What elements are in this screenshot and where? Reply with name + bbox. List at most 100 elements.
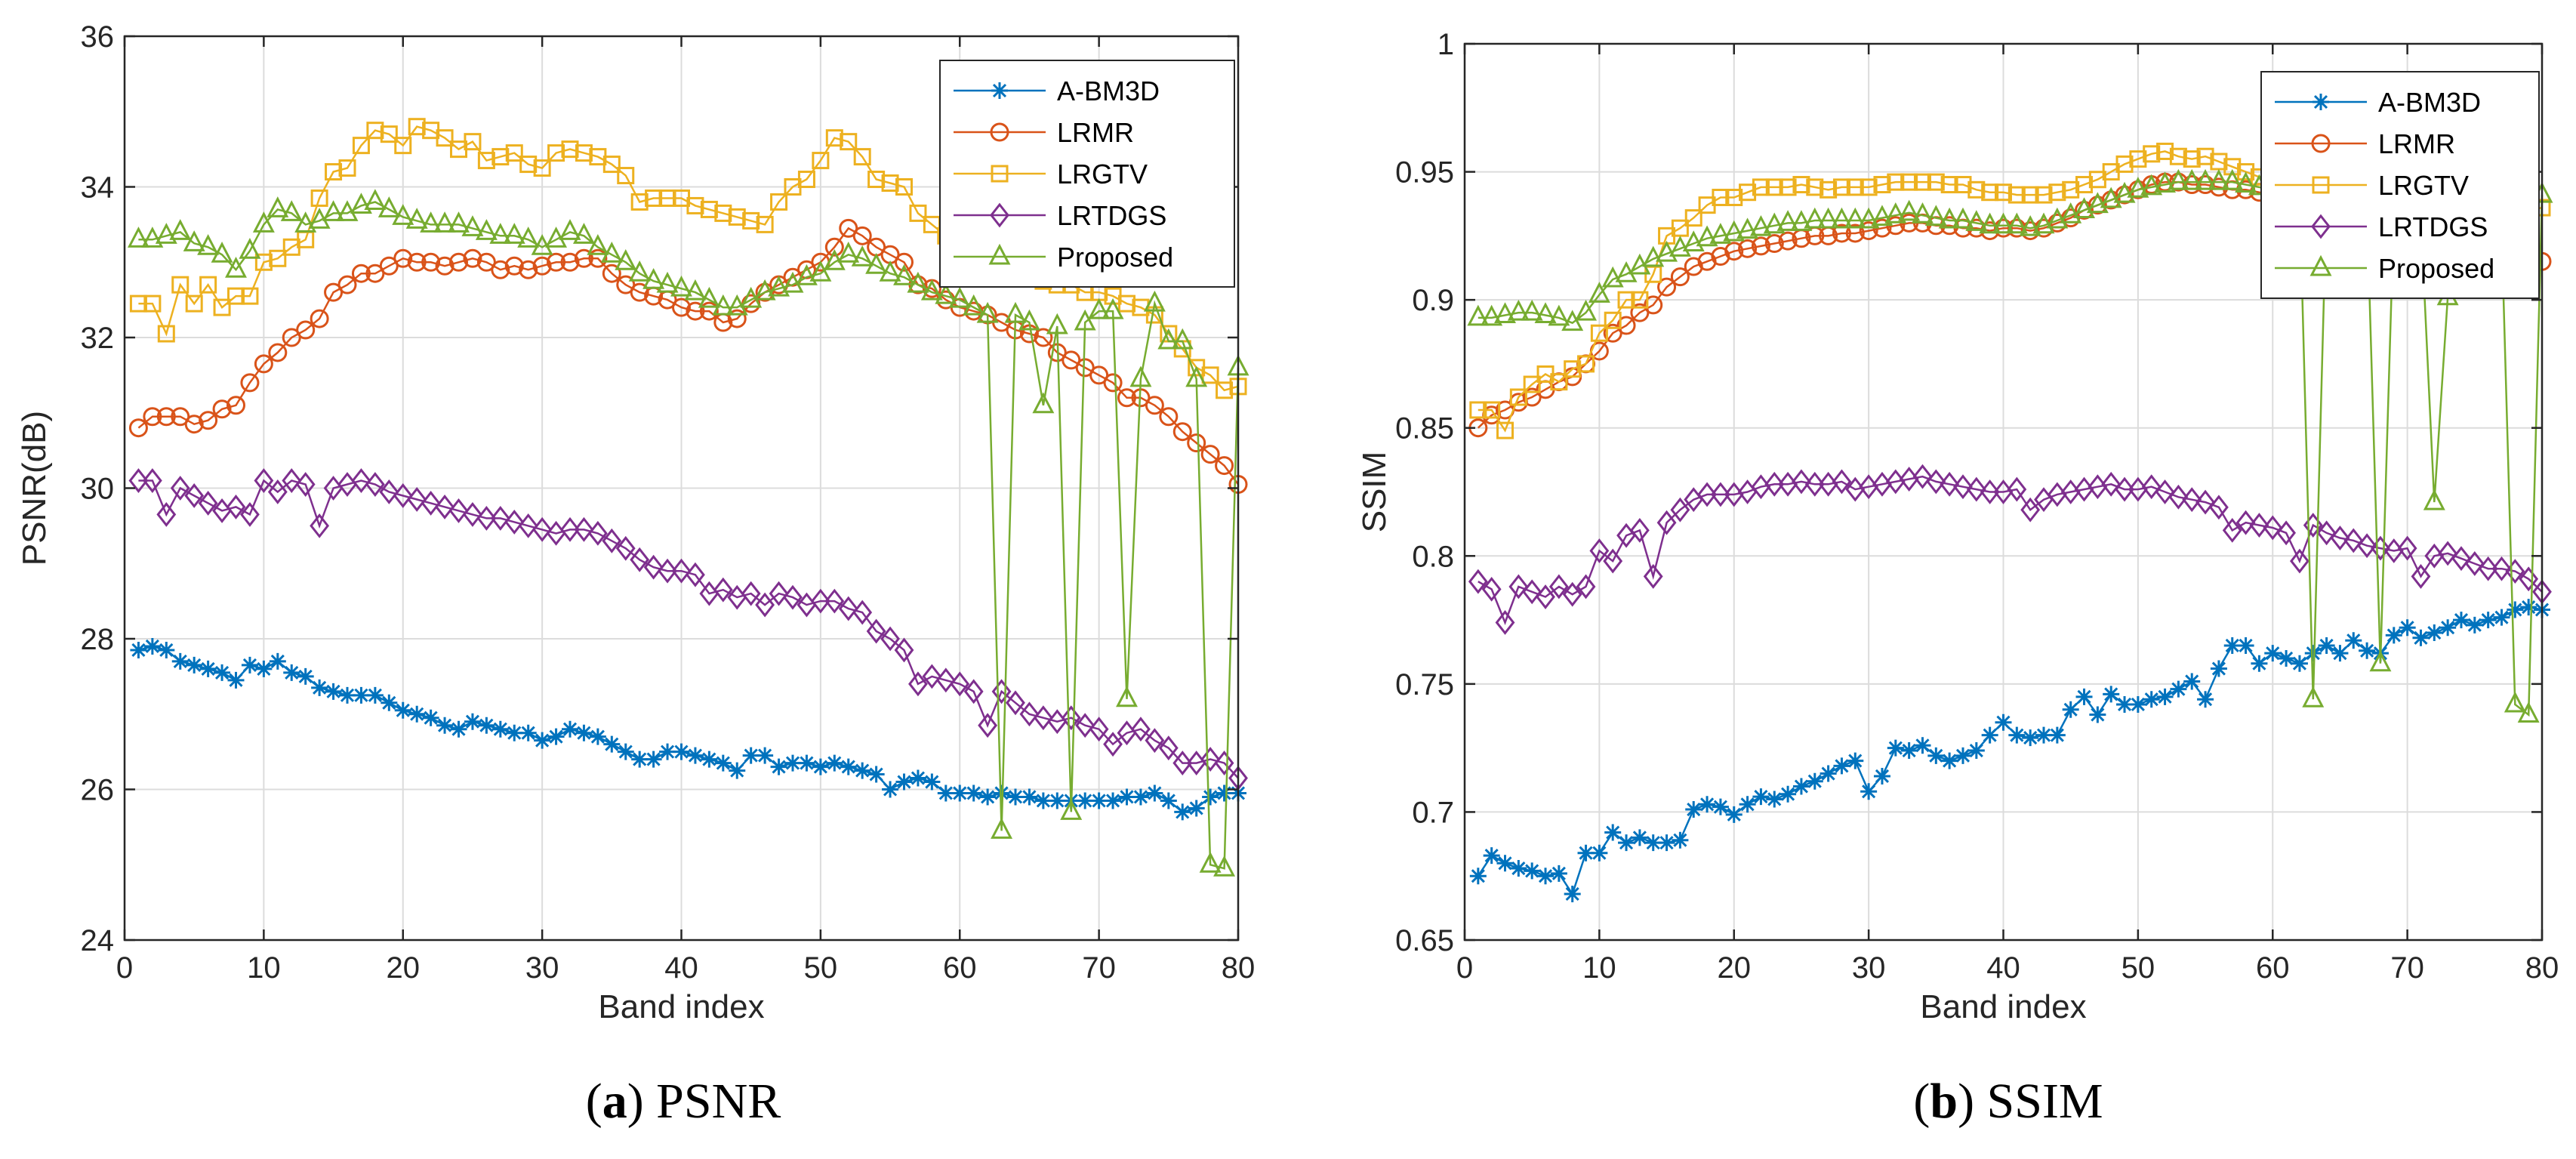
chart1-point-lrmr (199, 411, 218, 430)
chart2-point-proposed (1696, 225, 1718, 247)
chart2-point-lrtdgs (2208, 495, 2229, 520)
chart2-point-lrmr (1994, 218, 2013, 238)
chart2-point-lrmr (1657, 277, 1677, 297)
chart2-point-lrgtv (2129, 150, 2147, 168)
chart2-point-a-bm3d (1631, 829, 1648, 846)
chart1-point-lrmr (1034, 328, 1053, 347)
chart2-point-a-bm3d (2345, 632, 2362, 649)
chart1-y-tick-label: 36 (81, 20, 115, 54)
chart1-point-proposed (768, 275, 790, 297)
chart1-point-a-bm3d (1202, 788, 1219, 806)
chart2-point-proposed (1912, 202, 1934, 223)
chart1-point-a-bm3d (1077, 792, 1094, 809)
chart2-point-lrmr (1764, 234, 1784, 254)
chart2-point-lrgtv (1590, 324, 1608, 342)
chart1-point-lrtdgs (783, 584, 803, 610)
chart2-y-tick-label: 0.65 (1395, 924, 1454, 957)
chart1-point-a-bm3d (241, 656, 258, 674)
chart1-plot: 0 10 20 30 40 50 60 70 80 24 26 28 30 32 34 36 Band inde… (16, 20, 1255, 1129)
chart1-point-lrgtv (881, 174, 899, 193)
chart1-point-lrtdgs (686, 562, 705, 587)
chart2-point-proposed (1548, 304, 1570, 326)
chart1-point-a-bm3d (199, 660, 217, 677)
chart2-point-lrtdgs (1603, 548, 1623, 574)
chart1-point-lrgtv (1216, 381, 1234, 399)
chart2-point-proposed (1575, 299, 1598, 321)
chart1-point-a-bm3d (631, 751, 649, 768)
chart1-point-lrmr (672, 297, 691, 317)
chart2-legend-marker (2309, 254, 2332, 276)
chart1-point-a-bm3d (673, 743, 690, 760)
chart2-point-a-bm3d (2103, 686, 2120, 703)
chart1-point-lrtdgs (630, 547, 650, 572)
chart2-point-lrtdgs (1562, 581, 1582, 607)
chart1-point-lrmr (699, 301, 719, 321)
chart2-point-lrgtv (2143, 145, 2161, 163)
chart1-x-tick-label: 60 (943, 951, 977, 985)
chart1-point-lrgtv (658, 189, 676, 207)
chart2-x-tick-label: 40 (1986, 951, 2020, 985)
chart1-point-proposed (377, 196, 400, 217)
chart1-point-proposed (489, 223, 512, 244)
chart2-point-a-bm3d (1914, 737, 1931, 754)
chart2-point-a-bm3d (1712, 798, 1729, 815)
chart1-point-proposed (615, 249, 637, 270)
chart2-point-a-bm3d (2439, 619, 2457, 637)
chart2-point-a-bm3d (2318, 637, 2335, 654)
chart1-point-a-bm3d (353, 686, 370, 704)
chart2-point-lrgtv (1995, 183, 2012, 202)
chart2-point-a-bm3d (1860, 783, 1878, 800)
chart1-point-lrmr (727, 309, 747, 328)
chart1-point-lrmr (1103, 373, 1123, 393)
chart2-point-proposed (1898, 199, 1921, 221)
chart1-point-proposed (991, 818, 1013, 839)
chart1-point-lrmr (574, 248, 593, 268)
chart2-point-lrtdgs (1953, 474, 1973, 500)
chart1-point-proposed (517, 227, 540, 248)
chart1-point-lrtdgs (671, 558, 692, 584)
chart1-point-lrmr (128, 418, 148, 438)
chart2-point-proposed (1467, 304, 1490, 326)
chart1-point-lrmr (602, 264, 621, 283)
chart2-point-lrgtv (1509, 388, 1527, 406)
chart2-legend-marker (2313, 94, 2329, 110)
chart2-point-proposed (2504, 691, 2526, 713)
chart1-point-a-bm3d (534, 732, 551, 749)
chart1-x-tick-label: 40 (664, 951, 698, 985)
chart1-point-a-bm3d (784, 754, 801, 772)
chart2-legend-marker (2311, 134, 2331, 153)
chart1-point-lrtdgs (448, 498, 469, 523)
chart2-point-a-bm3d (2022, 729, 2039, 747)
chart1-point-a-bm3d (840, 758, 857, 775)
chart2-point-lrtdgs (1966, 476, 1986, 502)
chart1-point-lrgtv (686, 196, 704, 214)
chart2-point-lrtdgs (1926, 469, 1946, 495)
chart1-point-a-bm3d (1174, 803, 1191, 821)
chart1-point-proposed (642, 267, 665, 289)
chart1-point-lrmr (519, 260, 538, 279)
chart1-point-lrtdgs (824, 588, 845, 614)
chart1-point-lrtdgs (198, 491, 218, 516)
chart2-point-proposed (2060, 202, 2082, 223)
chart2-point-proposed (1682, 230, 1705, 252)
chart1-point-a-bm3d (1034, 792, 1052, 809)
chart2-point-proposed (2302, 686, 2325, 707)
chart1-point-lrgtv (143, 294, 162, 313)
chart1-point-lrgtv (1118, 294, 1135, 313)
chart2-point-proposed (1979, 212, 2001, 234)
chart1-point-lrtdgs (393, 483, 413, 508)
chart1-point-a-bm3d (186, 656, 203, 674)
chart1-point-lrgtv (714, 204, 732, 222)
chart2-point-lrgtv (2169, 147, 2187, 165)
chart1-point-lrmr (240, 373, 260, 393)
chart2-x-tick-label: 30 (1852, 951, 1886, 985)
chart1-point-lrgtv (464, 133, 482, 151)
chart2-point-proposed (1790, 210, 1813, 231)
chart2-point-proposed (1749, 214, 1772, 236)
chart2-point-a-bm3d (1550, 865, 1567, 882)
chart2-point-lrtdgs (1468, 569, 1488, 594)
chart2-point-a-bm3d (1699, 796, 1716, 813)
chart2-point-a-bm3d (1604, 824, 1622, 841)
chart1-point-lrtdgs (532, 516, 553, 542)
chart2-point-a-bm3d (2399, 619, 2416, 637)
